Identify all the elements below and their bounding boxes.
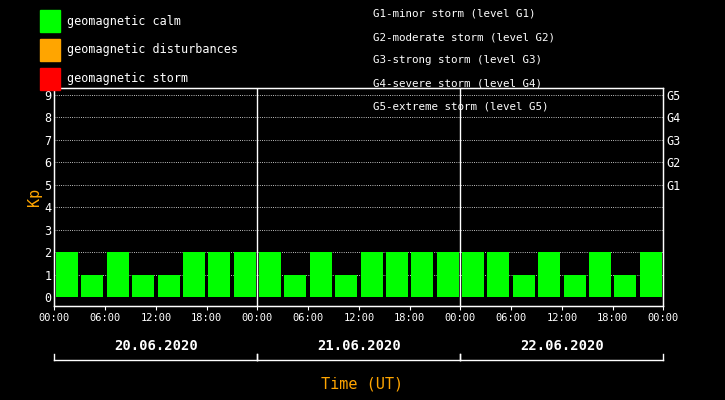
Bar: [208, 252, 231, 297]
Y-axis label: Kp: Kp: [27, 188, 42, 206]
Bar: [513, 274, 535, 297]
Text: G1-minor storm (level G1): G1-minor storm (level G1): [373, 9, 536, 19]
Text: geomagnetic storm: geomagnetic storm: [67, 72, 188, 85]
Text: 22.06.2020: 22.06.2020: [520, 339, 604, 353]
Bar: [589, 252, 611, 297]
Text: geomagnetic calm: geomagnetic calm: [67, 14, 181, 28]
Bar: [360, 252, 383, 297]
Bar: [436, 252, 459, 297]
Bar: [81, 274, 104, 297]
Bar: [386, 252, 408, 297]
Text: G4-severe storm (level G4): G4-severe storm (level G4): [373, 78, 542, 88]
Bar: [107, 252, 129, 297]
Text: Time (UT): Time (UT): [321, 376, 404, 391]
Bar: [639, 252, 662, 297]
Text: 21.06.2020: 21.06.2020: [317, 339, 401, 353]
Text: G3-strong storm (level G3): G3-strong storm (level G3): [373, 55, 542, 65]
Bar: [462, 252, 484, 297]
Bar: [411, 252, 434, 297]
Bar: [538, 252, 560, 297]
Bar: [259, 252, 281, 297]
Bar: [132, 274, 154, 297]
Bar: [157, 274, 180, 297]
Text: 20.06.2020: 20.06.2020: [114, 339, 198, 353]
Bar: [563, 274, 586, 297]
Text: geomagnetic disturbances: geomagnetic disturbances: [67, 43, 239, 56]
Bar: [487, 252, 510, 297]
Bar: [233, 252, 256, 297]
Bar: [284, 274, 307, 297]
Bar: [183, 252, 205, 297]
Bar: [614, 274, 637, 297]
Text: G5-extreme storm (level G5): G5-extreme storm (level G5): [373, 102, 549, 112]
Bar: [310, 252, 332, 297]
Text: G2-moderate storm (level G2): G2-moderate storm (level G2): [373, 32, 555, 42]
Bar: [335, 274, 357, 297]
Bar: [56, 252, 78, 297]
